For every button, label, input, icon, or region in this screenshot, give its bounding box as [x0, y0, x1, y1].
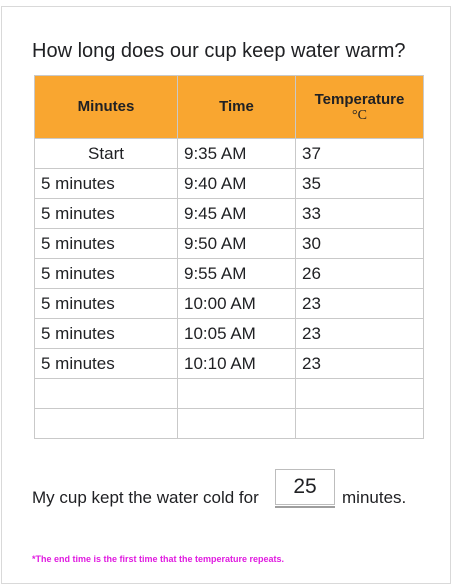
cell-time[interactable]: 9:55 AM [177, 258, 296, 289]
footnote: *The end time is the first time that the… [32, 554, 285, 564]
header-temperature-unit: °C [352, 108, 367, 123]
page-title: How long does our cup keep water warm? [32, 40, 406, 62]
cell-minutes[interactable]: Start [34, 138, 178, 169]
header-temperature-label: Temperature [314, 91, 405, 108]
table-row: 5 minutes 10:00 AM 23 [34, 288, 424, 319]
header-temperature: Temperature °C [295, 75, 424, 139]
cell-temperature[interactable]: 26 [295, 258, 424, 289]
answer-prefix: My cup kept the water cold for [32, 488, 259, 507]
cell-temperature[interactable]: 23 [295, 318, 424, 349]
table-row: 5 minutes 9:40 AM 35 [34, 168, 424, 199]
table-row [34, 408, 424, 439]
header-time-label: Time [219, 98, 254, 115]
cell-minutes[interactable]: 5 minutes [34, 168, 178, 199]
table-row: 5 minutes 10:05 AM 23 [34, 318, 424, 349]
table-row: 5 minutes 9:55 AM 26 [34, 258, 424, 289]
cell-temperature[interactable] [295, 408, 424, 439]
cell-time[interactable]: 9:50 AM [177, 228, 296, 259]
cell-time[interactable]: 10:05 AM [177, 318, 296, 349]
cell-minutes[interactable]: 5 minutes [34, 318, 178, 349]
cell-time[interactable]: 10:10 AM [177, 348, 296, 379]
cell-time[interactable]: 9:35 AM [177, 138, 296, 169]
header-time: Time [177, 75, 296, 139]
cell-time[interactable]: 10:00 AM [177, 288, 296, 319]
cell-minutes[interactable]: 5 minutes [34, 348, 178, 379]
cell-time[interactable] [177, 378, 296, 409]
cell-time[interactable]: 9:40 AM [177, 168, 296, 199]
answer-suffix: minutes. [342, 488, 407, 507]
cell-time[interactable]: 9:45 AM [177, 198, 296, 229]
cell-time[interactable] [177, 408, 296, 439]
cell-temperature[interactable]: 30 [295, 228, 424, 259]
table-row: 5 minutes 9:45 AM 33 [34, 198, 424, 229]
cell-minutes[interactable] [34, 378, 178, 409]
cell-temperature[interactable]: 23 [295, 348, 424, 379]
table-row: 5 minutes 9:50 AM 30 [34, 228, 424, 259]
header-minutes: Minutes [34, 75, 178, 139]
cell-minutes[interactable] [34, 408, 178, 439]
header-minutes-label: Minutes [77, 98, 135, 115]
table-row: Start 9:35 AM 37 [34, 138, 424, 169]
cell-minutes[interactable]: 5 minutes [34, 198, 178, 229]
cell-minutes[interactable]: 5 minutes [34, 258, 178, 289]
cell-temperature[interactable]: 37 [295, 138, 424, 169]
cell-temperature[interactable]: 23 [295, 288, 424, 319]
cell-minutes[interactable]: 5 minutes [34, 228, 178, 259]
table-row: 5 minutes 10:10 AM 23 [34, 348, 424, 379]
cell-minutes[interactable]: 5 minutes [34, 288, 178, 319]
table-header-row: Minutes Time Temperature °C [34, 75, 424, 139]
cell-temperature[interactable] [295, 378, 424, 409]
table-row [34, 378, 424, 409]
cell-temperature[interactable]: 35 [295, 168, 424, 199]
cell-temperature[interactable]: 33 [295, 198, 424, 229]
temperature-table: Minutes Time Temperature °C Start 9:35 AM… [34, 75, 424, 439]
answer-input[interactable]: 25 [275, 469, 335, 508]
